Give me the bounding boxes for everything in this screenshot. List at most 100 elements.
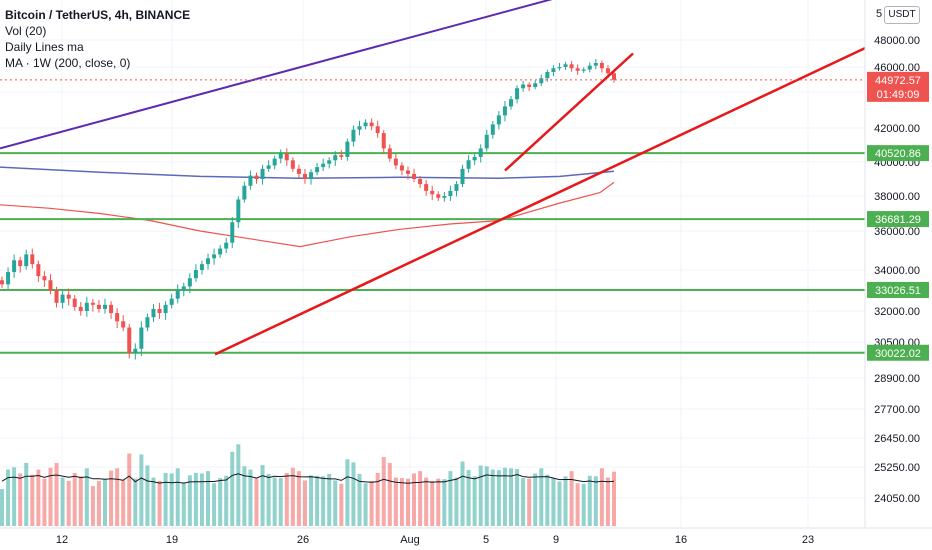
- candle-body: [309, 172, 314, 179]
- candle-body: [460, 168, 465, 185]
- candle-body: [545, 72, 550, 79]
- volume-bar: [466, 470, 471, 526]
- volume-bar: [454, 477, 459, 526]
- volume-bar: [236, 444, 241, 526]
- time-axis-ticks: 12 19 26 Aug 5 9 16 23: [56, 534, 814, 546]
- time-axis-tick: 12: [56, 534, 68, 546]
- volume-bar: [363, 483, 368, 526]
- volume-bar: [151, 477, 156, 526]
- volume-bar: [212, 483, 217, 526]
- candle-body: [412, 173, 417, 179]
- channel-upper-line[interactable]: [0, 0, 815, 150]
- price-axis-tick: 46000.00: [874, 62, 920, 74]
- volume-bar: [496, 470, 501, 526]
- price-axis-tick: 27700.00: [874, 404, 920, 416]
- candle-body: [109, 304, 114, 314]
- volume-bar: [515, 469, 520, 526]
- volume-bar: [321, 476, 326, 526]
- price-axis-tick: 38000.00: [874, 191, 920, 203]
- volume-bar: [139, 454, 144, 526]
- candle-body: [448, 190, 453, 196]
- volume-bar: [266, 473, 271, 526]
- bar-countdown-label: 01:49:09: [877, 89, 920, 101]
- candle-body: [587, 65, 592, 70]
- candle-body: [321, 163, 326, 168]
- volume-bar: [284, 472, 289, 526]
- volume-bar: [339, 483, 344, 526]
- volume-ma-line: [1, 473, 615, 484]
- volume-bar: [551, 478, 556, 526]
- candle-body: [369, 122, 374, 127]
- candle-body: [236, 199, 241, 223]
- volume-bar: [127, 453, 132, 526]
- volume-bar: [24, 462, 29, 526]
- volume-bar: [109, 470, 114, 526]
- volume-bar: [12, 467, 17, 526]
- volume-bar: [296, 471, 301, 526]
- candle-body: [206, 258, 211, 265]
- volume-bar: [599, 468, 604, 526]
- support-resistance-levels: [0, 152, 866, 354]
- volume-bar: [557, 481, 562, 526]
- legend-daily-lines-indicator[interactable]: Daily Lines ma: [5, 40, 84, 54]
- main-uptrend-line[interactable]: [214, 46, 866, 356]
- volume-bar: [90, 486, 95, 526]
- candle-body: [157, 308, 162, 314]
- time-axis-tick: Aug: [400, 534, 420, 546]
- candle-body: [375, 126, 380, 134]
- candle-body: [484, 134, 489, 149]
- volume-bar: [302, 480, 307, 526]
- volume-bar: [424, 477, 429, 526]
- volume-bar: [103, 478, 108, 526]
- legend-symbol-title[interactable]: Bitcoin / TetherUS, 4h, BINANCE: [5, 8, 191, 22]
- candle-body: [127, 327, 132, 354]
- candle-body: [393, 158, 398, 166]
- candle-body: [60, 294, 65, 303]
- time-axis-background[interactable]: [0, 528, 865, 550]
- candle-body: [454, 184, 459, 191]
- candle-body: [72, 298, 77, 307]
- candle-body: [212, 254, 217, 259]
- candle-body: [605, 68, 610, 74]
- volume-bar: [309, 475, 314, 526]
- volume-bar: [448, 471, 453, 526]
- volume-bar: [490, 469, 495, 526]
- time-axis-tick: 23: [802, 534, 814, 546]
- candle-body: [218, 248, 223, 255]
- volume-bar: [539, 468, 544, 526]
- volume-bar: [436, 478, 441, 526]
- price-axis-tick: 25250.00: [874, 462, 920, 474]
- volume-bar: [605, 477, 610, 526]
- candle-body: [84, 302, 89, 311]
- candle-body: [193, 270, 198, 279]
- short-uptrend-line[interactable]: [504, 52, 634, 172]
- currency-button[interactable]: USDT: [884, 6, 920, 24]
- volume-bar: [412, 473, 417, 526]
- candle-body: [508, 99, 513, 107]
- candle-body: [563, 64, 568, 67]
- price-axis-tags: 40520.86 36681.29 33026.51 30022.02 44972.57…: [867, 71, 929, 361]
- time-axis-tick: 16: [675, 534, 687, 546]
- candle-body: [357, 126, 362, 130]
- volume-bar: [545, 474, 550, 526]
- legend-ma-indicator[interactable]: MA · 1W (200, close, 0): [5, 56, 131, 70]
- legend-volume-indicator[interactable]: Vol (20): [5, 24, 47, 38]
- candle-body: [42, 276, 47, 281]
- volume-bar: [575, 483, 580, 526]
- chart-grid: [0, 0, 865, 528]
- candle-body: [593, 62, 598, 66]
- volume-bar: [387, 462, 392, 526]
- time-axis-tick: 19: [166, 534, 178, 546]
- volume-bar: [66, 480, 71, 526]
- volume-bar: [521, 478, 526, 526]
- candle-body: [302, 173, 307, 179]
- trend-lines[interactable]: [0, 0, 866, 356]
- candle-body: [387, 148, 392, 159]
- candle-body: [115, 313, 120, 322]
- candle-body: [424, 184, 429, 191]
- candle-body: [490, 124, 495, 135]
- candle-body: [163, 304, 168, 314]
- price-axis-tick: 28900.00: [874, 373, 920, 385]
- candle-body: [187, 278, 192, 287]
